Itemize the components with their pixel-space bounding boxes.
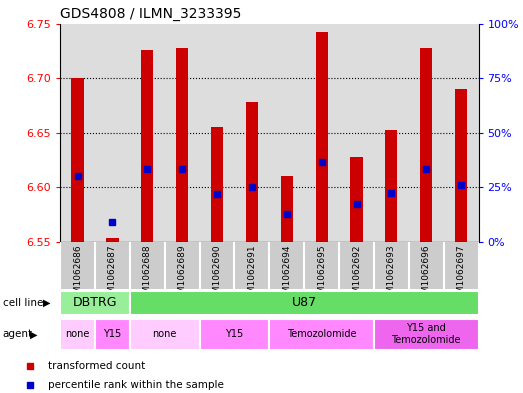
Text: Y15: Y15 bbox=[225, 329, 244, 339]
Bar bbox=[374, 24, 409, 242]
Bar bbox=[130, 242, 165, 289]
Bar bbox=[72, 78, 84, 242]
Text: GSM1062697: GSM1062697 bbox=[457, 245, 465, 305]
Bar bbox=[60, 242, 95, 289]
Bar bbox=[211, 127, 223, 242]
Text: none: none bbox=[153, 329, 177, 339]
Bar bbox=[176, 48, 188, 242]
Text: GSM1062692: GSM1062692 bbox=[352, 245, 361, 305]
Bar bbox=[409, 24, 444, 242]
Text: Y15: Y15 bbox=[104, 329, 121, 339]
Bar bbox=[60, 319, 95, 350]
Text: Temozolomide: Temozolomide bbox=[287, 329, 356, 339]
Bar bbox=[269, 319, 374, 350]
Bar bbox=[246, 102, 258, 242]
Bar bbox=[420, 48, 433, 242]
Bar bbox=[444, 242, 479, 289]
Bar bbox=[130, 291, 479, 315]
Bar bbox=[106, 239, 119, 242]
Text: ▶: ▶ bbox=[43, 298, 51, 308]
Text: GSM1062693: GSM1062693 bbox=[387, 245, 396, 305]
Bar bbox=[165, 24, 200, 242]
Bar bbox=[374, 242, 409, 289]
Text: GSM1062686: GSM1062686 bbox=[73, 245, 82, 305]
Bar bbox=[339, 242, 374, 289]
Bar bbox=[200, 319, 269, 350]
Bar bbox=[304, 24, 339, 242]
Text: cell line: cell line bbox=[3, 298, 43, 308]
Bar bbox=[234, 242, 269, 289]
Bar bbox=[444, 24, 479, 242]
Bar bbox=[281, 176, 293, 242]
Text: GDS4808 / ILMN_3233395: GDS4808 / ILMN_3233395 bbox=[60, 7, 242, 21]
Text: ▶: ▶ bbox=[30, 329, 37, 340]
Bar bbox=[234, 24, 269, 242]
Bar bbox=[130, 24, 165, 242]
Text: GSM1062694: GSM1062694 bbox=[282, 245, 291, 305]
Bar bbox=[304, 242, 339, 289]
Text: agent: agent bbox=[3, 329, 33, 340]
Bar bbox=[141, 50, 153, 242]
Text: none: none bbox=[65, 329, 90, 339]
Bar bbox=[269, 242, 304, 289]
Text: GSM1062695: GSM1062695 bbox=[317, 245, 326, 305]
Text: transformed count: transformed count bbox=[48, 361, 145, 371]
Text: Y15 and
Temozolomide: Y15 and Temozolomide bbox=[392, 323, 461, 345]
Bar bbox=[165, 242, 200, 289]
Bar bbox=[315, 32, 328, 242]
Text: U87: U87 bbox=[292, 296, 317, 309]
Bar bbox=[200, 242, 234, 289]
Text: GSM1062690: GSM1062690 bbox=[212, 245, 222, 305]
Text: GSM1062689: GSM1062689 bbox=[178, 245, 187, 305]
Bar bbox=[60, 291, 130, 315]
Text: GSM1062688: GSM1062688 bbox=[143, 245, 152, 305]
Text: percentile rank within the sample: percentile rank within the sample bbox=[48, 380, 223, 390]
Text: GSM1062691: GSM1062691 bbox=[247, 245, 256, 305]
Bar bbox=[130, 319, 200, 350]
Text: GSM1062687: GSM1062687 bbox=[108, 245, 117, 305]
Bar bbox=[95, 319, 130, 350]
Text: DBTRG: DBTRG bbox=[73, 296, 117, 309]
Bar bbox=[269, 24, 304, 242]
Bar bbox=[455, 89, 467, 242]
Bar bbox=[350, 157, 362, 242]
Bar bbox=[339, 24, 374, 242]
Bar bbox=[374, 319, 479, 350]
Bar bbox=[409, 242, 444, 289]
Text: GSM1062696: GSM1062696 bbox=[422, 245, 431, 305]
Bar bbox=[60, 24, 95, 242]
Bar bbox=[200, 24, 234, 242]
Bar bbox=[95, 24, 130, 242]
Bar bbox=[385, 130, 397, 242]
Bar bbox=[95, 242, 130, 289]
